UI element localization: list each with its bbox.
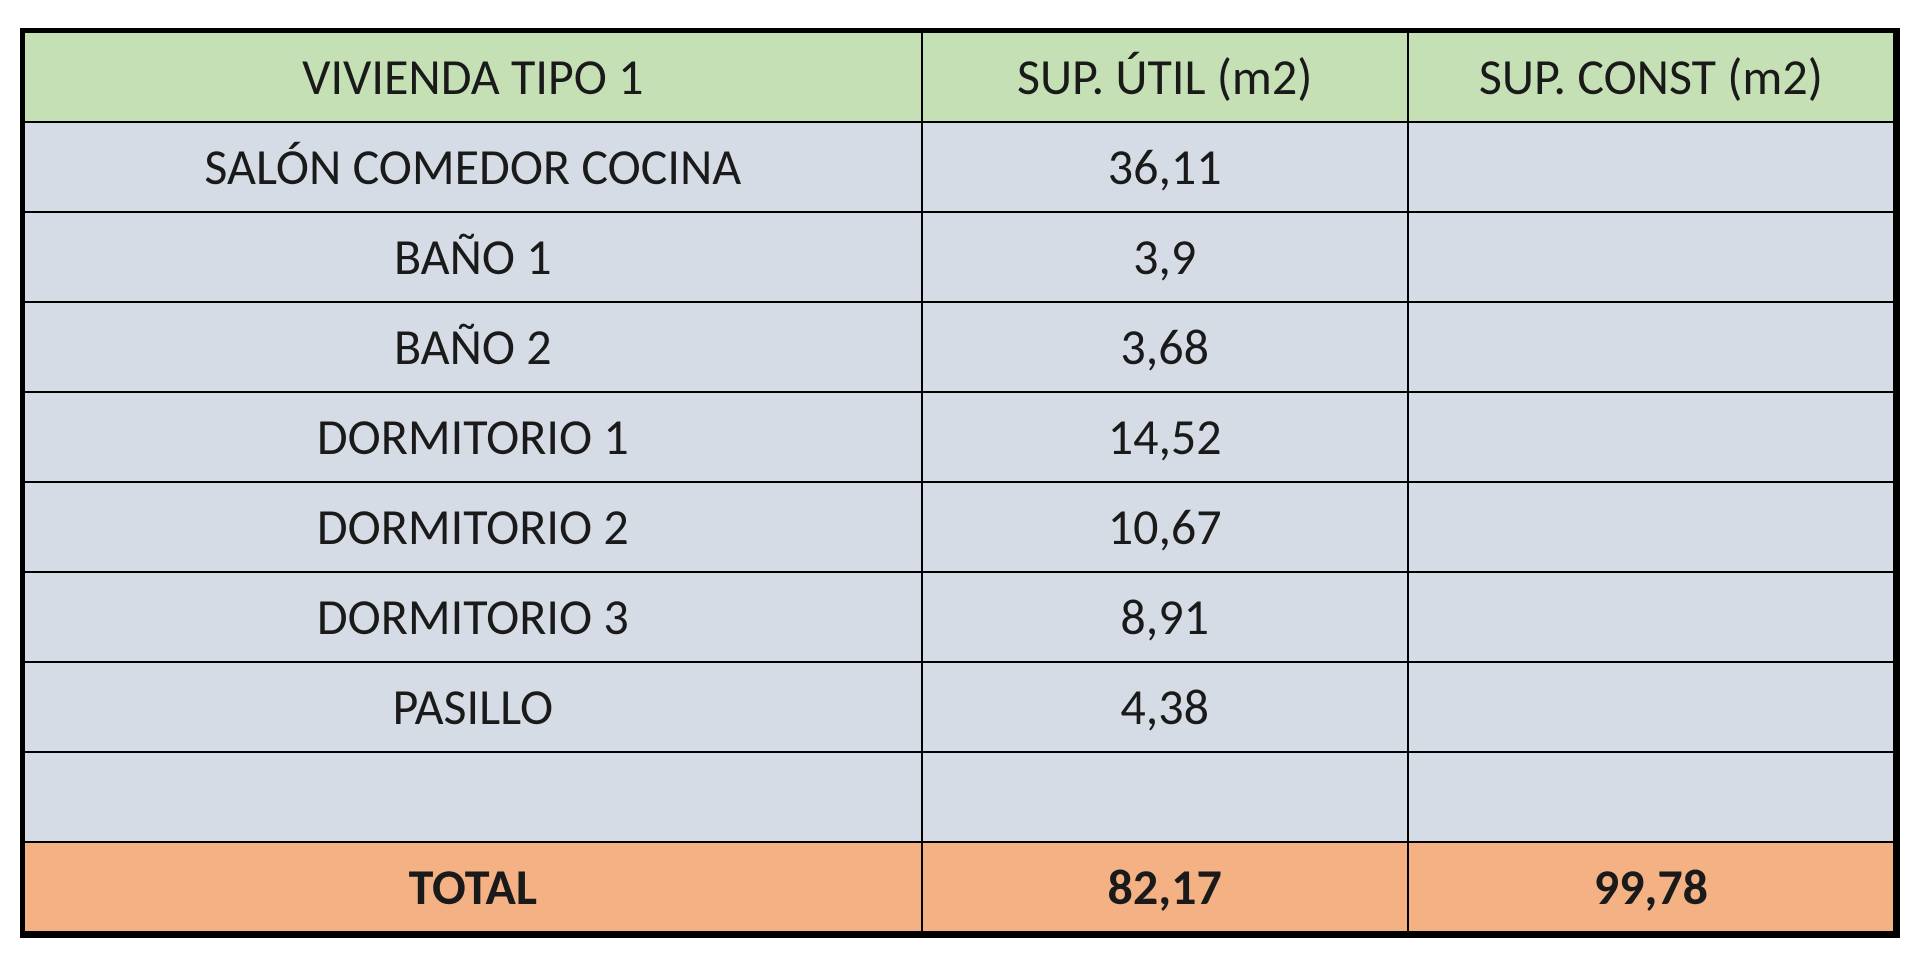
cell-room-name: DORMITORIO 3 [24,572,922,662]
cell-sup-util: 4,38 [922,662,1408,752]
cell-sup-const [1408,302,1894,392]
cell-total-util: 82,17 [922,842,1408,932]
area-table: VIVIENDA TIPO 1 SUP. ÚTIL (m2) SUP. CONS… [23,31,1895,933]
cell-sup-util: 14,52 [922,392,1408,482]
table-row: DORMITORIO 2 10,67 [24,482,1894,572]
cell-sup-util: 3,9 [922,212,1408,302]
cell-sup-const [1408,392,1894,482]
table-row: DORMITORIO 1 14,52 [24,392,1894,482]
cell-room-name: BAÑO 2 [24,302,922,392]
cell-room-name: SALÓN COMEDOR COCINA [24,122,922,212]
header-vivienda: VIVIENDA TIPO 1 [24,32,922,122]
table-empty-row [24,752,1894,842]
cell-sup-util: 8,91 [922,572,1408,662]
cell-sup-util: 10,67 [922,482,1408,572]
cell-room-name: DORMITORIO 1 [24,392,922,482]
table-total-row: TOTAL 82,17 99,78 [24,842,1894,932]
table-row: DORMITORIO 3 8,91 [24,572,1894,662]
table-header-row: VIVIENDA TIPO 1 SUP. ÚTIL (m2) SUP. CONS… [24,32,1894,122]
cell-total-const: 99,78 [1408,842,1894,932]
cell-empty [922,752,1408,842]
cell-sup-util: 3,68 [922,302,1408,392]
cell-room-name: DORMITORIO 2 [24,482,922,572]
cell-empty [24,752,922,842]
cell-sup-util: 36,11 [922,122,1408,212]
table-row: PASILLO 4,38 [24,662,1894,752]
cell-total-label: TOTAL [24,842,922,932]
cell-room-name: PASILLO [24,662,922,752]
header-sup-util: SUP. ÚTIL (m2) [922,32,1408,122]
cell-sup-const [1408,482,1894,572]
area-table-container: VIVIENDA TIPO 1 SUP. ÚTIL (m2) SUP. CONS… [20,28,1900,938]
cell-empty [1408,752,1894,842]
table-row: SALÓN COMEDOR COCINA 36,11 [24,122,1894,212]
cell-sup-const [1408,662,1894,752]
cell-sup-const [1408,122,1894,212]
cell-sup-const [1408,212,1894,302]
table-row: BAÑO 2 3,68 [24,302,1894,392]
cell-room-name: BAÑO 1 [24,212,922,302]
header-sup-const: SUP. CONST (m2) [1408,32,1894,122]
cell-sup-const [1408,572,1894,662]
table-row: BAÑO 1 3,9 [24,212,1894,302]
